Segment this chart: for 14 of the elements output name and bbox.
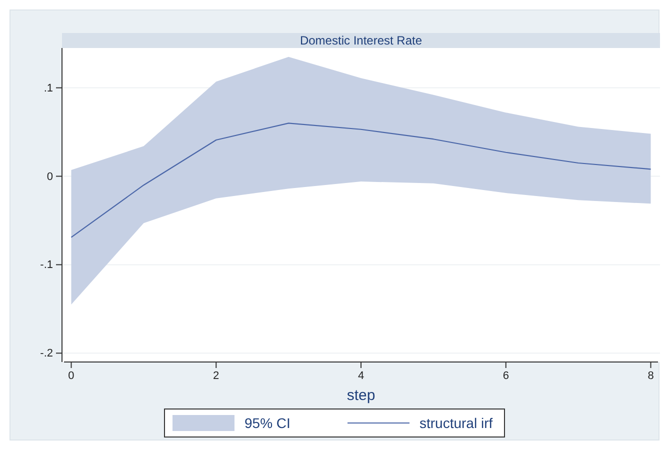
y-tick-label: -.2	[40, 348, 53, 360]
text: 95% CI	[244, 415, 290, 431]
y-tick-label: .1	[44, 82, 53, 94]
x-tick-label: 0	[68, 370, 74, 382]
line-series	[70, 122, 652, 238]
legend-label: structural irf	[420, 415, 493, 431]
chart-title: Domestic Interest Rate	[300, 34, 422, 48]
y-tick-label: 0	[46, 170, 53, 183]
x-axis-title: step	[346, 387, 376, 404]
x-tick-label: 4	[358, 370, 364, 382]
x-tick-label: 8	[648, 370, 654, 382]
x-tick-label: 6	[502, 370, 509, 382]
y-tick-label: -.1	[40, 259, 53, 272]
x-tick-label: 2	[213, 370, 220, 382]
